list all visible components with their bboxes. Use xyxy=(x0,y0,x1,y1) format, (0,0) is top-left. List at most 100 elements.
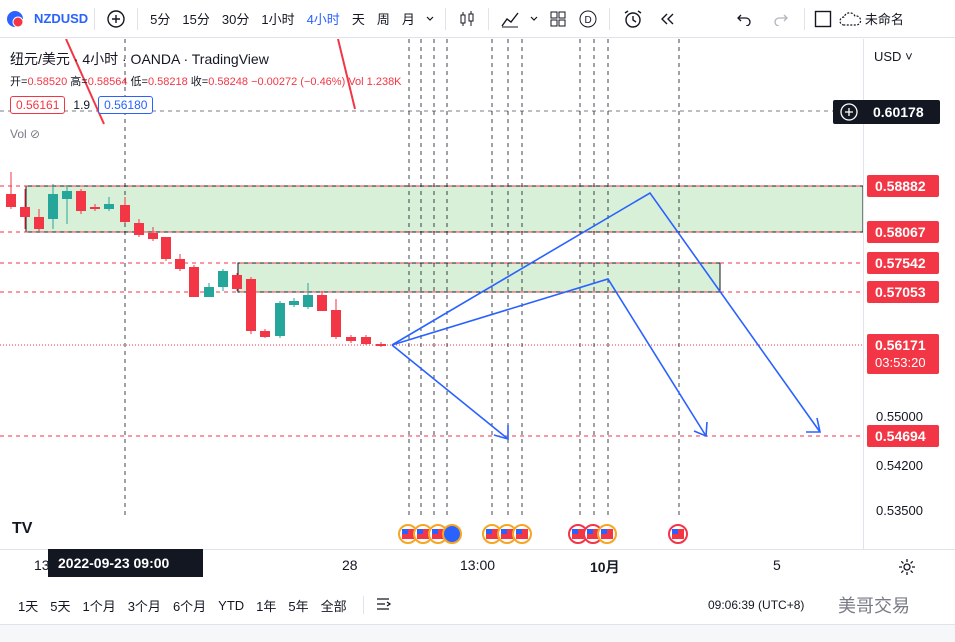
watermark-text: 美哥交易 xyxy=(838,596,910,616)
candle-body xyxy=(275,303,285,336)
ohlc-readout: 开=0.58520 高=0.58564 低=0.58218 收=0.58248 … xyxy=(10,73,402,89)
candle-body xyxy=(6,194,16,207)
divider xyxy=(362,596,364,614)
range-5d[interactable]: 5天 xyxy=(50,598,71,614)
volume-indicator-label[interactable]: Vol ⊘ xyxy=(10,127,40,141)
candle-body xyxy=(331,310,341,337)
volume-indicator-name: Vol xyxy=(10,127,27,141)
range-ytd[interactable]: YTD xyxy=(218,597,245,613)
event-flag-icon xyxy=(597,524,617,544)
range-6m[interactable]: 6个月 xyxy=(172,598,207,614)
currency-selector[interactable]: USD ˅ xyxy=(874,49,913,64)
timeframe-1h[interactable]: 1小时 xyxy=(261,12,295,27)
layout-grid-icon[interactable] xyxy=(543,0,573,38)
time-tick: 13 xyxy=(34,557,50,573)
tradingview-logo-icon: TV xyxy=(10,513,40,539)
buy-button[interactable]: 0.56180 xyxy=(98,96,154,114)
settings-gear-icon[interactable] xyxy=(898,558,916,579)
price-tick: 0.54200 xyxy=(876,458,923,473)
svg-text:D: D xyxy=(584,15,591,26)
candle-body xyxy=(90,207,100,209)
divider xyxy=(444,7,446,30)
range-5y[interactable]: 5年 xyxy=(288,598,309,614)
chevron-down-icon: ˅ xyxy=(901,49,913,64)
close-value: 0.58248 xyxy=(208,76,248,88)
upper-zone xyxy=(25,185,863,233)
compare-add-icon[interactable] xyxy=(101,0,131,38)
low-value: 0.58218 xyxy=(147,76,188,88)
range-1m[interactable]: 1个月 xyxy=(82,598,116,614)
low-label: 低= xyxy=(130,76,148,88)
candle-body xyxy=(260,331,270,337)
timeframe-30m[interactable]: 30分 xyxy=(221,12,250,27)
candle-body xyxy=(189,267,199,297)
candle-body xyxy=(361,337,371,344)
projection-path-1 xyxy=(391,344,509,440)
currency-label: USD xyxy=(874,49,902,64)
crosshair-time-label: 2022-09-23 09:00 xyxy=(48,549,203,577)
timeframe-1m[interactable]: 月 xyxy=(401,12,415,27)
range-3m[interactable]: 3个月 xyxy=(127,598,161,614)
event-flag-icon xyxy=(497,524,517,544)
time-tick: 13:00 xyxy=(460,557,496,573)
eye-hidden-icon[interactable]: ⊘ xyxy=(30,127,41,141)
candles-group xyxy=(6,172,386,347)
layout-name[interactable]: 未命名 xyxy=(864,12,904,27)
redo-icon[interactable] xyxy=(764,0,798,38)
chart-pane[interactable]: TV 纽元/美元 · 4小时 · OANDA · TradingView 开=0… xyxy=(0,39,863,549)
chart-svg[interactable]: TV xyxy=(0,39,863,549)
data-window-icon[interactable]: D xyxy=(573,0,603,38)
projection-path-3 xyxy=(391,191,821,433)
projection-arrowhead-1 xyxy=(493,425,509,441)
candle-body xyxy=(104,204,114,209)
annotation-arrow-1 xyxy=(65,39,105,125)
bottom-panel-strip xyxy=(0,624,955,642)
price-label-57542: 0.57542 xyxy=(867,252,939,274)
projection-lines xyxy=(391,191,821,441)
open-label: 开= xyxy=(10,76,28,88)
economic-events-row xyxy=(398,524,688,544)
lower-zone xyxy=(237,262,721,293)
layout-checkbox-icon[interactable] xyxy=(811,0,835,38)
time-tick: 28 xyxy=(342,557,358,573)
symbol-flag-icon[interactable] xyxy=(0,0,30,38)
candle-body xyxy=(232,275,242,289)
goto-date-icon[interactable] xyxy=(374,595,392,616)
high-label: 高= xyxy=(70,76,88,88)
price-label-58882: 0.58882 xyxy=(867,175,939,197)
clock-timezone[interactable]: 09:06:39 (UTC+8) xyxy=(708,598,805,612)
price-label-57053: 0.57053 xyxy=(867,281,939,303)
candles-icon[interactable] xyxy=(452,0,482,38)
undo-icon[interactable] xyxy=(724,0,764,38)
plus-circle-icon[interactable] xyxy=(839,102,859,129)
volume-value: Vol 1.238K xyxy=(348,76,402,88)
cloud-icon[interactable] xyxy=(835,0,865,38)
chevron-down-icon[interactable] xyxy=(525,0,543,38)
alert-clock-icon[interactable] xyxy=(616,0,650,38)
candle-body xyxy=(204,287,214,297)
candle-body xyxy=(76,191,86,211)
replay-icon[interactable] xyxy=(650,0,684,38)
chevron-down-icon[interactable] xyxy=(421,0,439,38)
symbol-search[interactable]: NZDUSD xyxy=(34,11,89,26)
projection-path-2 xyxy=(391,278,707,437)
timeframe-15m[interactable]: 15分 xyxy=(182,12,210,27)
close-label: 收= xyxy=(190,76,209,88)
timeframe-5m[interactable]: 5分 xyxy=(150,12,171,27)
event-flag-icon xyxy=(442,524,462,544)
timeframe-4h[interactable]: 4小时 xyxy=(306,12,340,27)
timeframe-1d[interactable]: 天 xyxy=(351,12,365,27)
range-bar: 1天 5天 1个月 3个月 6个月 YTD 1年 5年 全部 09:06:39 … xyxy=(0,590,955,620)
candle-body xyxy=(62,191,72,199)
range-all[interactable]: 全部 xyxy=(320,598,347,614)
indicators-icon[interactable] xyxy=(495,0,525,38)
spread-value: 1.9 xyxy=(73,98,91,112)
divider xyxy=(94,7,96,30)
timeframe-1w[interactable]: 周 xyxy=(376,12,390,27)
range-1d[interactable]: 1天 xyxy=(18,598,39,614)
range-1y[interactable]: 1年 xyxy=(256,598,277,614)
sell-button[interactable]: 0.56161 xyxy=(10,96,66,114)
crosshair-price-label: 0.60178 xyxy=(833,100,940,124)
annotation-arrows xyxy=(65,39,356,125)
candle-body xyxy=(175,259,185,269)
